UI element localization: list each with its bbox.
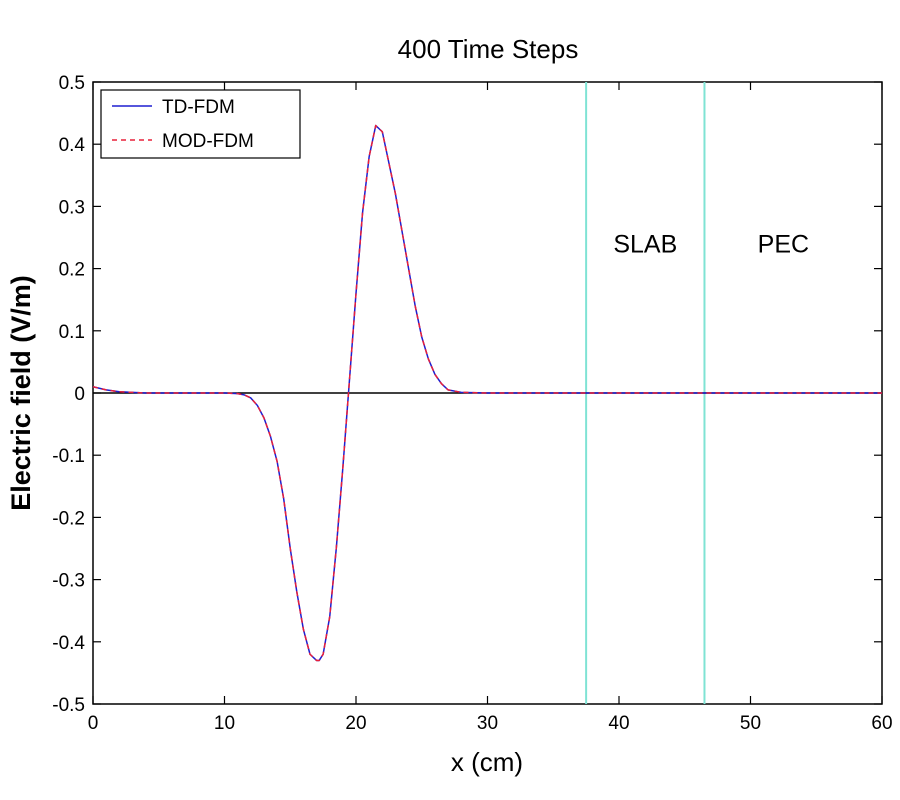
region-label: PEC (758, 231, 809, 259)
x-tick-label: 60 (871, 713, 892, 734)
region-label: SLAB (613, 231, 677, 259)
x-tick-label: 50 (740, 713, 761, 734)
series-line-mod-fdm (92, 124, 882, 662)
y-tick-label: 0.4 (59, 135, 86, 156)
y-tick-label: 0.5 (59, 73, 85, 94)
y-tick-label: 0 (74, 384, 85, 405)
x-tick-label: 20 (345, 713, 366, 734)
legend: TD-FDM MOD-FDM (100, 89, 301, 159)
y-tick-label: -0.1 (52, 446, 85, 467)
legend-box (100, 89, 301, 159)
region-annotations: SLAB PEC (613, 231, 809, 259)
y-tick-label: -0.4 (52, 633, 85, 654)
y-axis-label: Electric field (V/m) (6, 275, 36, 511)
x-tick-label: 10 (214, 713, 235, 734)
series-lines (92, 124, 882, 662)
x-tick-label: 0 (88, 713, 99, 734)
x-axis-label: x (cm) (451, 747, 523, 777)
y-tick-label: 0.3 (59, 197, 85, 218)
x-tick-label: 30 (477, 713, 498, 734)
y-tick-label: 0.2 (59, 260, 85, 281)
chart-title: 400 Time Steps (398, 34, 579, 64)
y-tick-label: -0.3 (52, 571, 85, 592)
legend-label-mod-fdm: MOD-FDM (162, 131, 254, 152)
y-tick-label: 0.1 (59, 322, 85, 343)
legend-label-td-fdm: TD-FDM (162, 97, 235, 118)
axis-ticks: 0 10 20 30 40 50 60 0.5 0.4 0.3 0.2 0.1 0 -0.1 -0.2 -0.… (52, 73, 892, 734)
x-tick-label: 40 (608, 713, 629, 734)
y-tick-label: -0.5 (52, 695, 85, 716)
y-tick-label: -0.2 (52, 508, 85, 529)
